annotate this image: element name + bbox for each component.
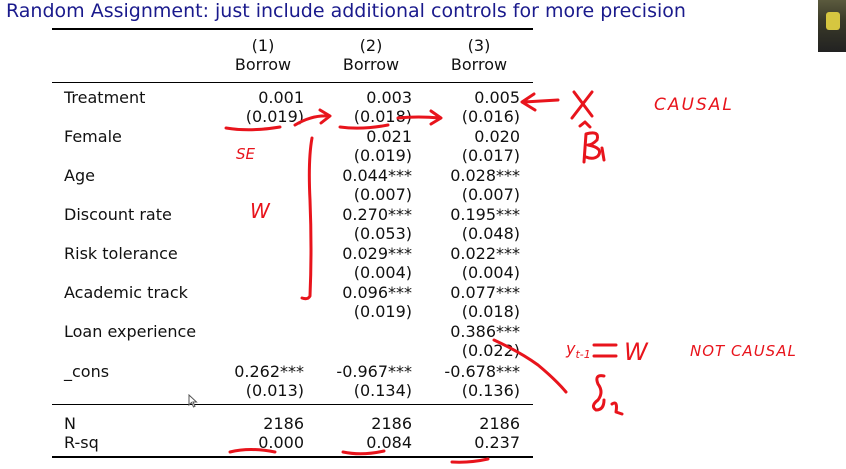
se-risk-tolerance-2: (0.004): [353, 263, 412, 282]
row-label-risk-tolerance: Risk tolerance: [64, 244, 178, 263]
coef-cons-2: -0.967***: [336, 362, 412, 381]
se-treatment-1: (0.019): [245, 107, 304, 126]
col-3-number: (3): [467, 36, 491, 55]
ink-delta: [591, 374, 606, 412]
stat-n-2: 2186: [371, 414, 412, 433]
row-label-academic-track: Academic track: [64, 283, 188, 302]
ink-underline-rsq3: [450, 457, 490, 464]
ink-underline-se2: [338, 123, 390, 130]
coef-treatment-1: 0.001: [258, 88, 304, 107]
col-1-number: (1): [251, 36, 275, 55]
stat-rsq-2: 0.084: [366, 433, 412, 452]
row-label-age: Age: [64, 166, 95, 185]
ink-subscript-1: [600, 146, 606, 162]
ink-arrow-2-3: [396, 109, 443, 126]
stat-n-1: 2186: [263, 414, 304, 433]
se-academic-track-3: (0.018): [461, 302, 520, 321]
cup-icon: [826, 12, 840, 30]
se-cons-1: (0.013): [245, 381, 304, 400]
stat-rsq-3: 0.237: [474, 433, 520, 452]
se-age-3: (0.007): [461, 185, 520, 204]
se-cons-3: (0.136): [461, 381, 520, 400]
ink-underline-rsq2: [341, 449, 386, 456]
coef-cons-3: -0.678***: [444, 362, 520, 381]
se-female-3: (0.017): [461, 146, 520, 165]
col-1-name: Borrow: [234, 55, 292, 74]
ink-w-right-label: W: [624, 338, 649, 366]
presenter-video-thumbnail: [818, 0, 846, 52]
header-rule: [52, 82, 533, 83]
col-3-name: Borrow: [450, 55, 508, 74]
ink-subscript-2: [610, 401, 624, 416]
stat-n-3: 2186: [479, 414, 520, 433]
ink-se-label: SE: [236, 145, 256, 163]
se-risk-tolerance-3: (0.004): [461, 263, 520, 282]
coef-age-2: 0.044***: [342, 166, 412, 185]
se-treatment-2: (0.018): [353, 107, 412, 126]
row-label-female: Female: [64, 127, 122, 146]
ink-arrow-1-2: [293, 108, 332, 127]
coef-academic-track-3: 0.077***: [450, 283, 520, 302]
coef-treatment-3: 0.005: [474, 88, 520, 107]
stats-rule: [52, 404, 533, 405]
se-age-2: (0.007): [353, 185, 412, 204]
row-label-treatment: Treatment: [64, 88, 146, 107]
se-treatment-3: (0.016): [461, 107, 520, 126]
coef-discount-rate-2: 0.270***: [342, 205, 412, 224]
coef-risk-tolerance-3: 0.022***: [450, 244, 520, 263]
coef-risk-tolerance-2: 0.029***: [342, 244, 412, 263]
ink-underline-rsq1: [228, 448, 277, 454]
col-2-number: (2): [359, 36, 383, 55]
coef-cons-1: 0.262***: [234, 362, 304, 381]
coef-loan-experience-3: 0.386***: [450, 322, 520, 341]
ink-beta: [582, 131, 602, 164]
coef-discount-rate-3: 0.195***: [450, 205, 520, 224]
ink-w-label: W: [250, 199, 271, 223]
slide-title: Random Assignment: just include addition…: [6, 0, 686, 22]
se-cons-2: (0.134): [353, 381, 412, 400]
se-discount-rate-2: (0.053): [353, 224, 412, 243]
ink-arrow-left: [520, 92, 560, 112]
row-label-loan-experience: Loan experience: [64, 322, 197, 341]
coef-female-3: 0.020: [474, 127, 520, 146]
ink-causal-label: CAUSAL: [654, 95, 734, 115]
se-female-2: (0.019): [353, 146, 412, 165]
stat-label-n: N: [64, 414, 76, 433]
stat-label-rsq: R-sq: [64, 433, 99, 452]
coef-age-3: 0.028***: [450, 166, 520, 185]
table-top-rule: [52, 28, 533, 30]
ink-x-mark: [570, 90, 594, 120]
row-label-cons: _cons: [64, 362, 110, 381]
table-bottom-rule: [52, 456, 533, 458]
coef-female-2: 0.021: [366, 127, 412, 146]
mouse-cursor-icon: [188, 394, 198, 408]
se-discount-rate-3: (0.048): [461, 224, 520, 243]
ink-underline-se1: [224, 125, 282, 132]
ink-bracket: [300, 136, 314, 301]
row-label-discount-rate: Discount rate: [64, 205, 172, 224]
ink-hat: [578, 120, 592, 129]
ink-curve: [492, 338, 568, 394]
ink-equals: [592, 343, 618, 358]
ink-not-causal-label: NOT CAUSAL: [690, 342, 797, 360]
coef-treatment-2: 0.003: [366, 88, 412, 107]
stat-rsq-1: 0.000: [258, 433, 304, 452]
ink-y-lag-label: yt-1: [565, 339, 591, 361]
col-2-name: Borrow: [342, 55, 400, 74]
coef-academic-track-2: 0.096***: [342, 283, 412, 302]
se-academic-track-2: (0.019): [353, 302, 412, 321]
